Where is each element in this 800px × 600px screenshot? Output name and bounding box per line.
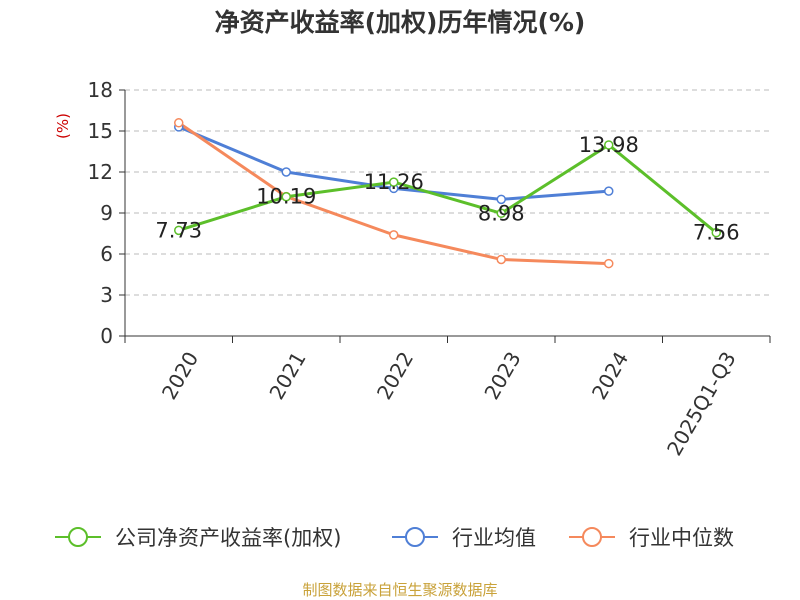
- legend-item: 公司净资产收益率(加权): [55, 526, 341, 550]
- data-label: 7.73: [155, 218, 202, 242]
- y-tick-label: 18: [88, 78, 113, 102]
- y-tick-label: 6: [100, 242, 113, 266]
- data-label: 10.19: [256, 185, 316, 209]
- data-label: 8.98: [478, 201, 525, 225]
- legend: 公司净资产收益率(加权) 行业均值 行业中位数: [55, 526, 734, 550]
- legend-swatch-marker: [582, 527, 602, 547]
- axes: [119, 89, 771, 343]
- data-point: [604, 186, 614, 196]
- legend-label: 行业中位数: [629, 526, 734, 550]
- y-axis-unit: (%): [54, 113, 72, 139]
- data-point: [496, 194, 506, 205]
- x-tick-label: 2023: [479, 348, 525, 404]
- source-note: 制图数据来自恒生聚源数据库: [302, 581, 497, 599]
- y-tick-labels: 0 3 6 9 12 15 18: [88, 78, 113, 348]
- data-point: [496, 208, 506, 219]
- legend-label: 行业均值: [452, 526, 536, 550]
- legend-swatch-marker: [405, 527, 425, 547]
- data-point: [604, 140, 614, 150]
- x-tick-label: 2021: [264, 348, 310, 404]
- data-point: [389, 230, 399, 240]
- x-tick-labels: 2020 2021 2022 2023 2024 2025Q1-Q3: [157, 348, 741, 460]
- data-point: [281, 191, 291, 202]
- data-label: 13.98: [579, 133, 639, 157]
- data-point: [604, 258, 614, 269]
- data-label: 7.56: [693, 221, 740, 245]
- y-tick-label: 3: [100, 283, 113, 307]
- data-label: 11.26: [364, 170, 424, 194]
- x-tick-label: 2024: [587, 348, 633, 404]
- chart-title: 净资产收益率(加权)历年情况(%): [215, 8, 586, 37]
- data-point: [496, 254, 506, 265]
- x-tick-label: 2020: [157, 348, 203, 404]
- y-tick-label: 9: [100, 201, 113, 225]
- y-tick-label: 0: [100, 324, 113, 348]
- legend-item: 行业均值: [392, 526, 536, 550]
- legend-swatch-marker: [68, 527, 88, 547]
- y-tick-label: 12: [88, 160, 113, 184]
- data-point: [711, 227, 721, 238]
- legend-item: 行业中位数: [569, 526, 734, 550]
- data-point: [174, 118, 184, 128]
- y-tick-label: 15: [88, 119, 113, 143]
- data-point: [281, 167, 291, 177]
- legend-label: 公司净资产收益率(加权): [115, 526, 341, 550]
- data-point: [389, 177, 399, 187]
- data-labels: 7.73 10.19 11.26 8.98 13.98 7.56: [155, 133, 739, 245]
- x-tick-label: 2025Q1-Q3: [662, 348, 741, 460]
- x-tick-label: 2022: [372, 348, 418, 404]
- series-line-0: [178, 143, 718, 234]
- series-points: [174, 118, 721, 269]
- data-point: [174, 225, 184, 236]
